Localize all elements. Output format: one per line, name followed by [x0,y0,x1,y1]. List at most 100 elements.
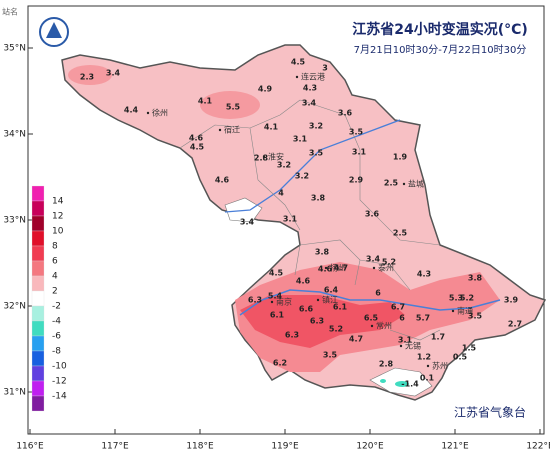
station-value: 2.5 [393,229,408,238]
station-value: 0.1 [420,374,435,383]
station-value: 1.5 [462,344,477,353]
city-name: 徐州 [152,108,168,118]
city-name: 南京 [276,297,292,307]
title: 江苏省24小时变温实况(°C) [352,21,528,38]
station-value: 2.8 [254,154,269,163]
legend-label: -14 [52,392,67,402]
legend-label: 14 [52,197,64,207]
y-tick-label: 31°N [3,388,26,398]
legend-label: 4 [52,272,58,282]
legend-swatch [31,260,45,277]
y-tick-label: 33°N [3,216,26,226]
city-name: 常州 [376,322,392,331]
city-name: 淮安 [268,152,284,162]
x-tick-label: 117°E [101,442,129,452]
legend-swatch [31,275,45,292]
legend-label: 8 [52,242,58,252]
station-value: 4.7 [349,335,363,344]
city-dot [372,266,376,270]
city-dot [218,128,222,132]
legend-swatch [31,215,45,232]
station-value: 4.3 [417,270,431,279]
legend-swatch [31,365,45,382]
station-value: 3.5 [309,149,324,158]
legend-swatch [31,350,45,367]
station-value: 3.6 [365,210,380,219]
x-tick-label: 118°E [186,442,214,452]
station-value: 1.2 [417,353,431,362]
x-tick-label: 122°E [526,442,550,452]
legend-swatch [31,290,45,307]
station-value: 6.3 [310,317,324,326]
city-name: 盐城 [408,179,424,189]
station-value: 6.1 [270,311,285,320]
station-value: 5.2 [460,294,474,303]
city-dot [295,75,299,79]
station-value: 4.3 [303,84,317,93]
x-tick-label: 116°E [16,442,44,452]
station-value: 4.7 [334,264,348,273]
station-value: 5.2 [329,325,343,334]
station-value: 3.5 [349,128,364,137]
station-value: 2.9 [349,176,364,185]
station-value: 2.7 [508,320,522,329]
station-value: 4.6 [318,265,333,274]
station-value: 3.2 [309,122,323,131]
boundary [179,99,441,341]
legend-label: -4 [52,317,61,327]
station-value: 6.2 [273,359,287,368]
x-tick-label: 120°E [356,442,384,452]
city-dot [262,155,266,159]
legend-swatch [31,305,45,322]
station-value: 0.5 [453,353,468,362]
station-value: 4.6 [296,277,311,286]
legend-label: -8 [52,347,61,357]
station-value: 3.5 [323,351,338,360]
station-value: 4.1 [198,97,213,106]
station-value: 4.9 [258,85,273,94]
station-value: 4.4 [124,106,139,115]
station-value: 3.9 [504,296,519,305]
city-dot [324,266,328,270]
station-value: 6.1 [333,303,348,312]
city-dot [426,364,430,368]
city-dot [402,182,406,186]
logo [46,22,62,38]
station-value: 3.4 [366,255,381,264]
station-value: 3.8 [468,274,483,283]
city-name: 无锡 [405,342,421,351]
station-value: 4.5 [291,58,306,67]
station-value: 6.3 [248,296,262,305]
city-name: 镇江 [322,295,338,305]
legend-swatch [31,230,45,247]
city-dot [370,324,374,328]
legend-swatch [31,245,45,262]
station-value: 6.3 [285,331,299,340]
station-value: 3.8 [311,194,326,203]
station-value: 3.4 [106,69,121,78]
station-value: 6.4 [324,286,339,295]
station-value: 3.6 [338,109,353,118]
station-value: 1.9 [393,153,408,162]
legend-swatch [31,335,45,352]
legend-swatch [31,395,45,412]
river [239,289,501,316]
city-dot [316,298,320,302]
station-value: 5.4 [268,292,283,301]
legend-label: -6 [52,332,61,342]
station-value: 1.7 [431,333,445,342]
city-name: 宿迁 [224,125,240,135]
station-value: 4.1 [264,123,279,132]
legend-swatch [31,200,45,217]
city-name: 扬州 [330,263,346,273]
legend-swatch [31,185,45,202]
station-value: 4.5 [190,143,205,152]
y-tick-label: 34°N [3,130,26,140]
station-value: 3.8 [315,248,330,257]
station-value: 6.6 [299,305,314,314]
warm-area [200,91,260,119]
legend-label: -10 [52,362,67,372]
station-value: 5.2 [382,258,396,267]
city-name: 南通 [457,306,473,316]
